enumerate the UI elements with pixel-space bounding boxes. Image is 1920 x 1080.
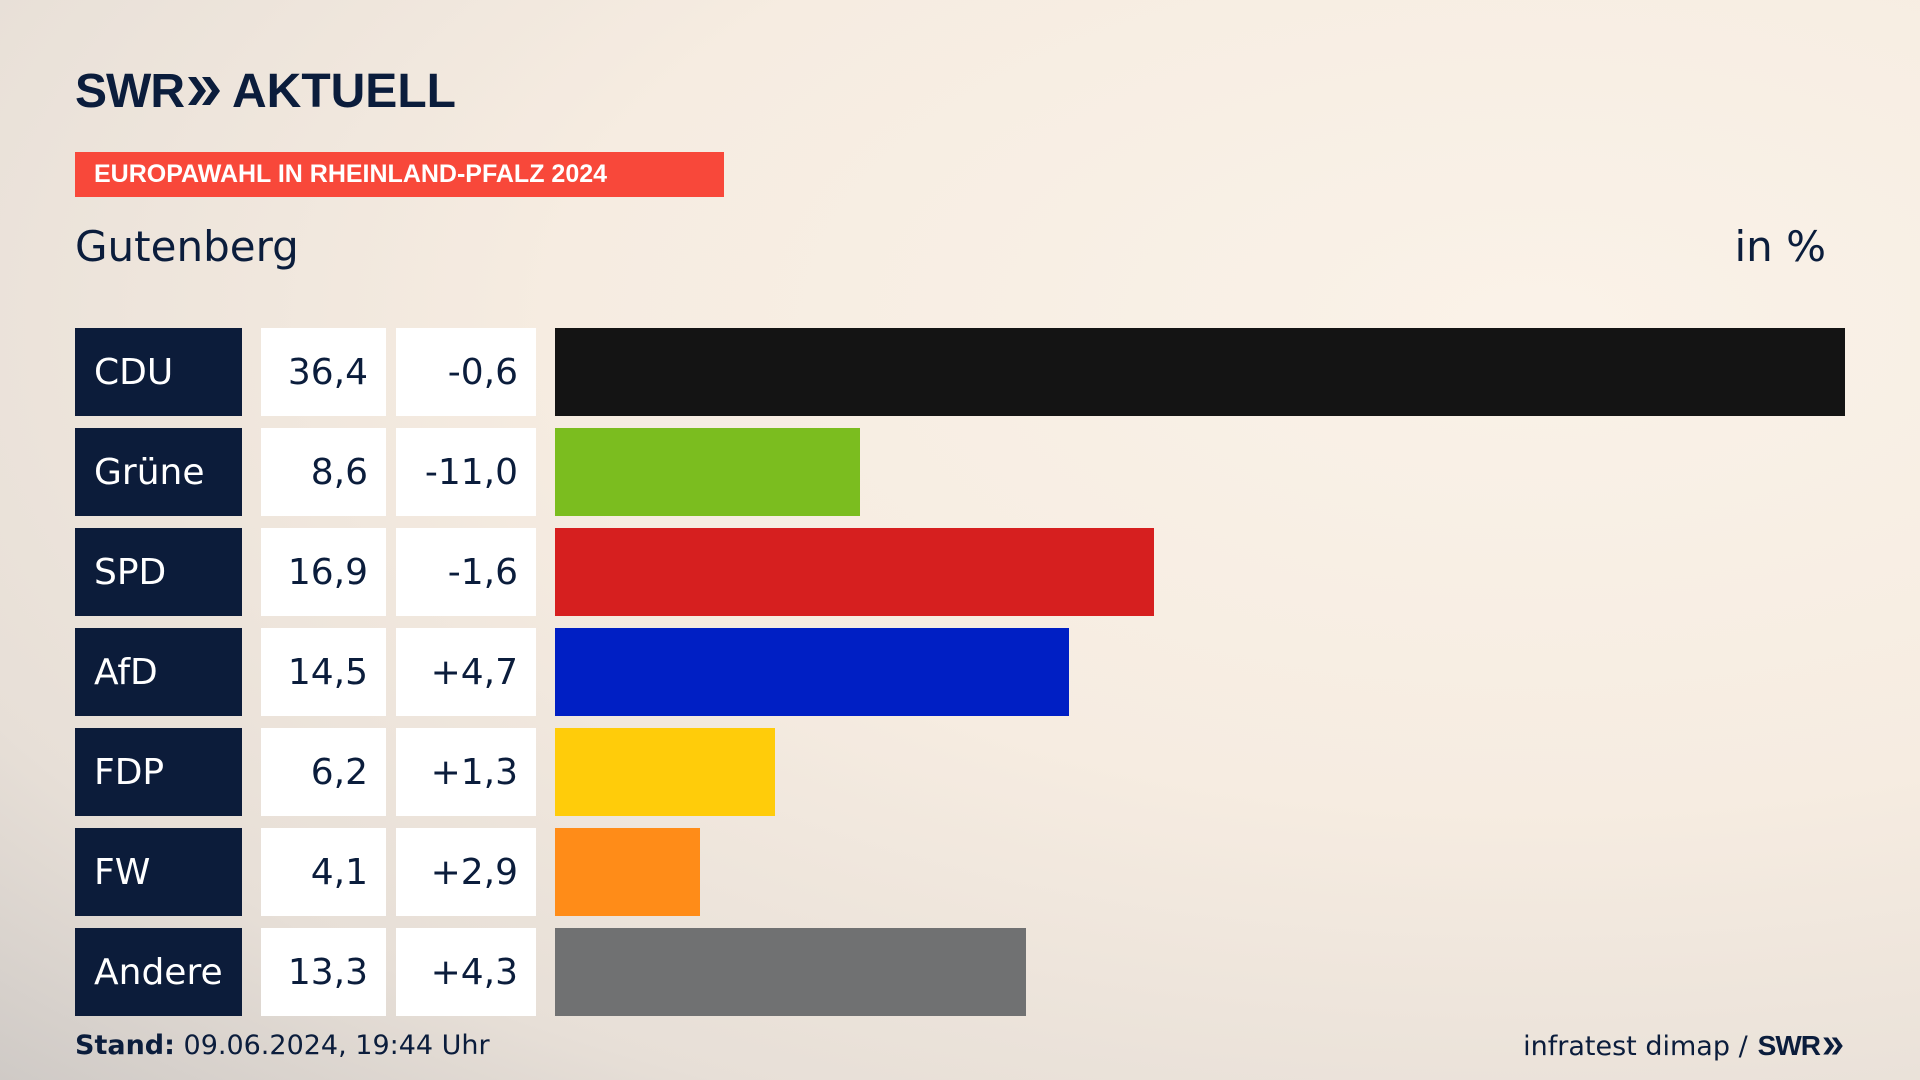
place-title: Gutenberg <box>75 222 299 271</box>
bar <box>555 628 1069 716</box>
source-swr-logo: SWR <box>1757 1030 1821 1061</box>
bar <box>555 328 1845 416</box>
logo-swr-text: SWR <box>75 64 185 118</box>
bar <box>555 528 1154 616</box>
change-label: -0,6 <box>396 328 536 416</box>
vote-share-label: 6,2 <box>261 728 386 816</box>
table-row: AfD 14,5 +4,7 <box>75 628 1845 716</box>
vote-share-label: 36,4 <box>261 328 386 416</box>
double-chevron-icon <box>1823 1037 1843 1055</box>
party-label: Grüne <box>75 428 242 516</box>
table-row: SPD 16,9 -1,6 <box>75 528 1845 616</box>
stand-value: 09.06.2024, 19:44 Uhr <box>183 1030 490 1061</box>
stand-label: Stand: <box>75 1030 175 1061</box>
bar <box>555 428 860 516</box>
change-label: +1,3 <box>396 728 536 816</box>
table-row: FDP 6,2 +1,3 <box>75 728 1845 816</box>
unit-label: in % <box>1734 222 1826 271</box>
vote-share-label: 13,3 <box>261 928 386 1016</box>
election-badge: EUROPAWAHL IN RHEINLAND-PFALZ 2024 <box>75 152 724 197</box>
party-label: CDU <box>75 328 242 416</box>
source-credit: infratest dimap / SWR <box>1523 1030 1844 1062</box>
change-label: +4,7 <box>396 628 536 716</box>
double-chevron-icon <box>187 77 220 105</box>
party-label: FDP <box>75 728 242 816</box>
change-label: -11,0 <box>396 428 536 516</box>
change-label: +4,3 <box>396 928 536 1016</box>
timestamp: Stand: 09.06.2024, 19:44 Uhr <box>75 1030 490 1061</box>
bar <box>555 728 775 816</box>
vote-share-label: 8,6 <box>261 428 386 516</box>
table-row: Andere 13,3 +4,3 <box>75 928 1845 1016</box>
bar <box>555 828 700 916</box>
table-row: CDU 36,4 -0,6 <box>75 328 1845 416</box>
bar <box>555 928 1026 1016</box>
swr-aktuell-logo: SWR AKTUELL <box>75 64 456 118</box>
table-row: FW 4,1 +2,9 <box>75 828 1845 916</box>
vote-share-label: 14,5 <box>261 628 386 716</box>
party-label: SPD <box>75 528 242 616</box>
party-label: AfD <box>75 628 242 716</box>
party-label: FW <box>75 828 242 916</box>
vote-share-label: 4,1 <box>261 828 386 916</box>
change-label: -1,6 <box>396 528 536 616</box>
logo-aktuell-text: AKTUELL <box>231 64 456 118</box>
change-label: +2,9 <box>396 828 536 916</box>
party-label: Andere <box>75 928 242 1016</box>
source-text: infratest dimap / <box>1523 1030 1748 1062</box>
vote-share-label: 16,9 <box>261 528 386 616</box>
table-row: Grüne 8,6 -11,0 <box>75 428 1845 516</box>
